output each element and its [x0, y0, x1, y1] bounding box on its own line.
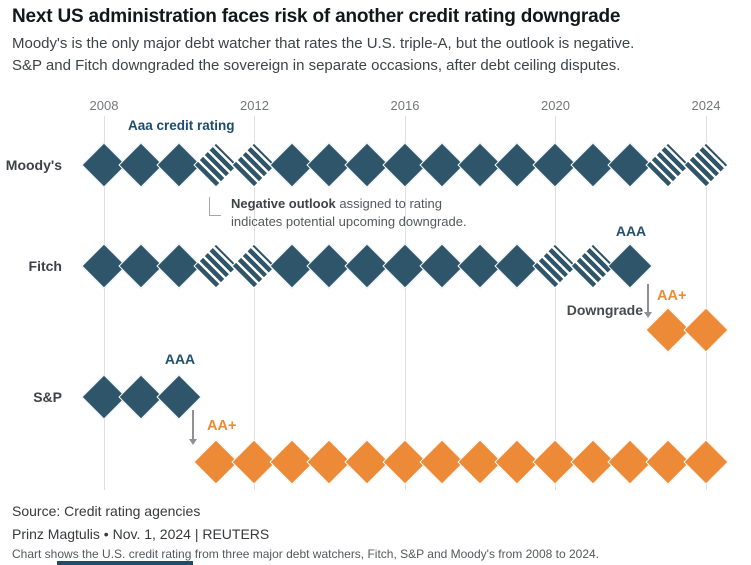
byline: Prinz Magtulis • Nov. 1, 2024 | REUTERS	[12, 526, 270, 542]
page-title: Next US administration faces risk of ano…	[12, 6, 621, 27]
sp-aa-plus-label: AA+	[207, 418, 237, 434]
aaa-credit-rating-annotation: Aaa credit rating	[128, 118, 235, 133]
diamond-moodys-2024-negative-outlook	[682, 141, 729, 188]
gridline-2024	[705, 116, 707, 490]
row-label-fitch: Fitch	[28, 258, 62, 274]
gridline-2008	[103, 116, 105, 490]
year-label-2012: 2012	[240, 98, 269, 113]
gridline-2020	[555, 116, 556, 490]
source-note: Source: Credit rating agencies	[12, 503, 201, 519]
diamond-sp-2010	[156, 373, 202, 420]
chart-caption: Chart shows the U.S. credit rating from …	[12, 547, 600, 561]
year-label-2016: 2016	[390, 98, 420, 113]
year-label-2008: 2008	[89, 98, 119, 113]
row-label-moodys: Moody's	[5, 157, 62, 173]
diamond-fitch-2024	[682, 306, 729, 353]
diamond-fitch-2022	[607, 242, 653, 289]
cropped-banner-edge	[57, 561, 193, 565]
negative-outlook-annotation: Negative outlook assigned to rating indi…	[231, 195, 467, 230]
year-label-2020: 2020	[541, 98, 570, 113]
row-label-sp: S&P	[33, 389, 62, 405]
annotation-connector-line	[209, 197, 221, 216]
negative-outlook-rest: assigned to rating	[335, 196, 442, 211]
diamond-sp-2024	[682, 438, 729, 485]
gridline-2012	[254, 116, 255, 490]
negative-outlook-bold: Negative outlook	[231, 196, 336, 211]
negative-outlook-line2: indicates potential upcoming downgrade.	[231, 213, 467, 229]
subtitle-line-2: S&P and Fitch downgraded the sovereign i…	[12, 57, 621, 74]
gridline-2016	[404, 116, 406, 490]
fitch-aaa-label: AAA	[615, 223, 647, 239]
downgrade-arrow-fitch	[644, 284, 652, 318]
chart-subtitle: Moody's is the only major debt watcher t…	[12, 33, 732, 77]
year-label-2024: 2024	[691, 98, 721, 113]
fitch-aa-plus-label: AA+	[657, 288, 687, 304]
downgrade-label: Downgrade	[566, 302, 643, 318]
sp-aaa-label: AAA	[164, 351, 196, 367]
subtitle-line-1: Moody's is the only major debt watcher t…	[12, 35, 635, 52]
downgrade-arrow-sp	[189, 410, 197, 445]
